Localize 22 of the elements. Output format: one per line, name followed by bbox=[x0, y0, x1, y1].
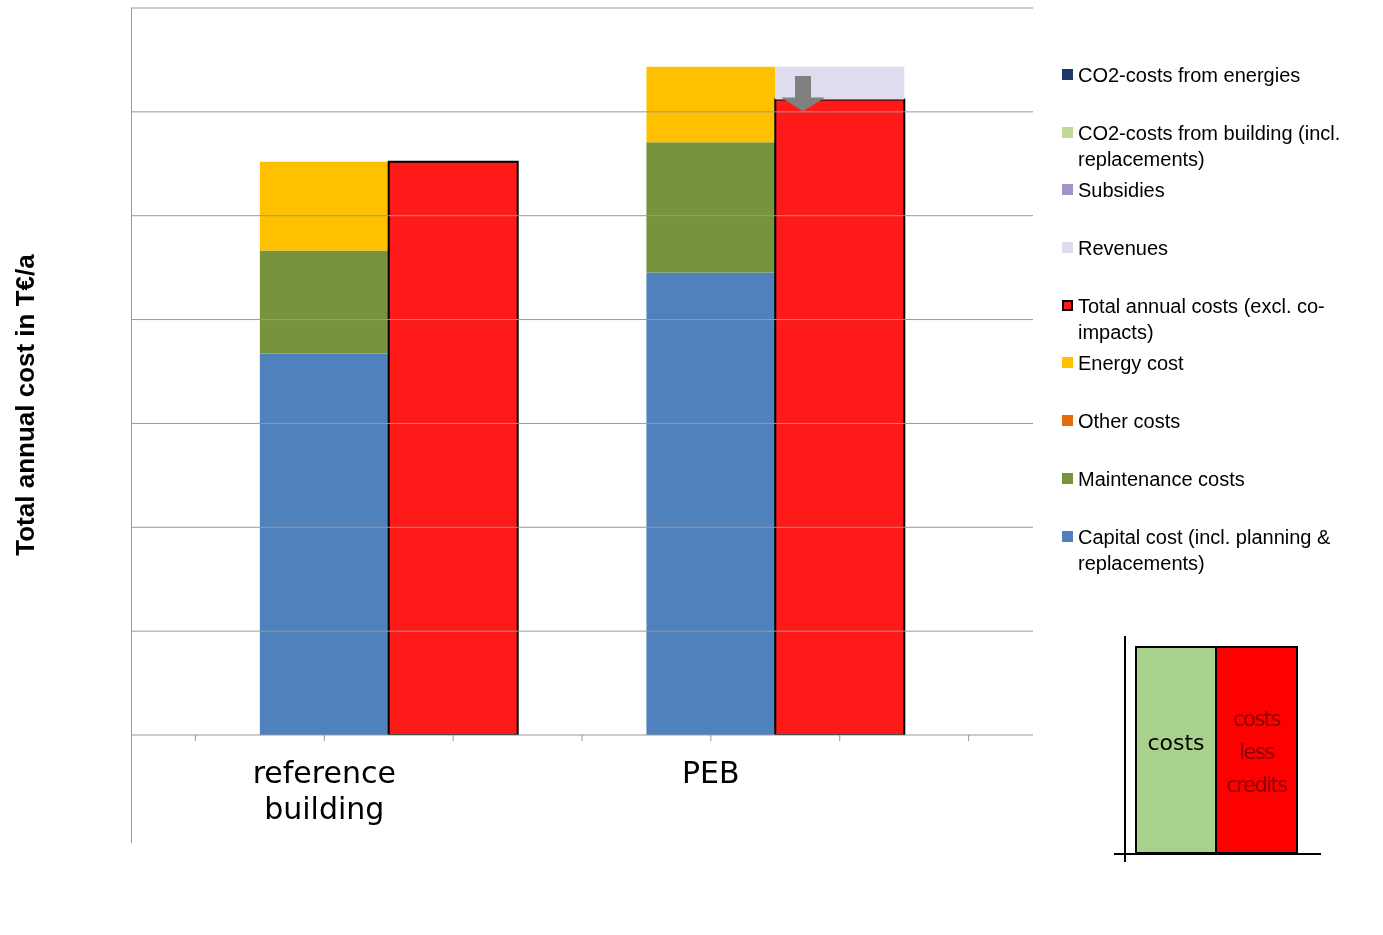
bar bbox=[646, 66, 776, 143]
legend-label: Total annual costs (excl. co-impacts) bbox=[1078, 293, 1326, 345]
x-tick-label: PEB bbox=[682, 755, 740, 790]
bar bbox=[259, 353, 389, 735]
legend-label: CO2-costs from energies bbox=[1078, 63, 1301, 88]
legend-label: Capital cost (incl. planning & replacements) bbox=[1078, 524, 1332, 576]
bar bbox=[646, 272, 776, 735]
legend-label: CO2-costs from building (incl. replacements) bbox=[1078, 120, 1342, 172]
bar bbox=[387, 160, 519, 735]
text: costs less credits bbox=[1225, 706, 1288, 799]
y-axis-title: Total annual cost in T€/a bbox=[9, 254, 41, 556]
legend-label: Revenues bbox=[1078, 236, 1169, 262]
legend-label: Other costs bbox=[1078, 409, 1181, 435]
bar bbox=[774, 98, 906, 735]
legend-label: Energy cost bbox=[1078, 351, 1184, 377]
bar bbox=[259, 161, 389, 251]
legend-label: Subsidies bbox=[1078, 178, 1165, 204]
legend-label: Maintenance costs bbox=[1078, 466, 1245, 492]
x-tick-label: reference building bbox=[252, 755, 396, 826]
text: costs bbox=[1146, 730, 1206, 755]
bar bbox=[646, 142, 776, 273]
bar bbox=[259, 250, 389, 354]
